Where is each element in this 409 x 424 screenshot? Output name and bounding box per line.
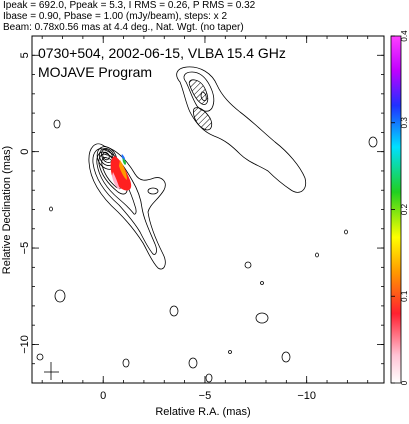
chart-subtitle: MOJAVE Program: [38, 64, 152, 80]
noise-contour: [205, 373, 213, 383]
x-tick-label: −5: [199, 390, 212, 402]
colorbar-tick-label: 0.4: [400, 30, 409, 42]
header-line-2: Ibase = 0.90, Pbase = 1.00 (mJy/beam), s…: [3, 11, 228, 22]
noise-contour: [244, 261, 252, 269]
contour-layer: [36, 66, 378, 383]
x-axis-label: Relative R.A. (mas): [155, 406, 250, 418]
header-line-3: Beam: 0.78x0.56 mas at 4.4 deg., Nat. Wg…: [3, 22, 244, 33]
colorbar-tick-label: 0.3: [400, 117, 409, 129]
noise-contour: [315, 252, 319, 258]
contour-north-outer: [176, 66, 307, 193]
polarization-color-green: [122, 158, 127, 165]
colorbar-tick-label: 0.1: [400, 290, 409, 302]
y-axis-label: Relative Declination (mas): [1, 146, 13, 274]
y-tick-label: 5: [19, 52, 31, 58]
y-tick-label: −5: [19, 242, 31, 255]
noise-contour: [169, 305, 179, 317]
noise-contour: [344, 229, 348, 235]
contour-north-2: [183, 71, 215, 112]
x-tick-label: −10: [297, 390, 316, 402]
noise-contour: [188, 357, 198, 369]
contour-north-5: [200, 91, 207, 102]
noise-contour: [122, 358, 130, 368]
colorbar-tick-label: 0: [400, 380, 409, 385]
noise-contour: [368, 136, 378, 148]
chart-title: 0730+504, 2002-06-15, VLBA 15.4 GHz: [38, 45, 286, 61]
contour-jet-outer: [88, 143, 166, 270]
axis-ticks: 0 −5 −10 5 0 −5 −10: [19, 35, 384, 402]
colorbar-ticks: 0 0.1 0.2 0.3 0.4: [391, 30, 409, 385]
plot-frame: [31, 35, 385, 384]
contour-jet-2: [92, 148, 157, 255]
noise-contour: [36, 353, 44, 361]
polarization-color-blue: [121, 154, 126, 161]
polarization-color-orange: [119, 160, 127, 180]
header-line-1: Ipeak = 692.0, Ppeak = 5.3, I RMS = 0.26…: [3, 0, 256, 11]
noise-contour: [260, 281, 264, 285]
contour-core-6: [102, 151, 110, 161]
noise-contour: [281, 351, 291, 363]
noise-contour: [49, 206, 53, 212]
contour-north-3: [188, 79, 209, 105]
contour-core-5: [101, 149, 113, 163]
contour-north-4: [192, 107, 213, 131]
y-tick-label: 0: [19, 149, 31, 155]
noise-contour: [54, 289, 66, 303]
colorbar-tick-label: 0.2: [400, 203, 409, 215]
noise-contour: [53, 119, 61, 129]
noise-contour: [228, 350, 232, 354]
polarization-color-pink: [112, 172, 120, 190]
x-tick-label: 0: [100, 390, 106, 402]
noise-contour: [147, 187, 159, 195]
noise-contour: [255, 312, 269, 324]
beam-marker: [44, 362, 59, 380]
y-tick-label: −10: [19, 335, 31, 354]
